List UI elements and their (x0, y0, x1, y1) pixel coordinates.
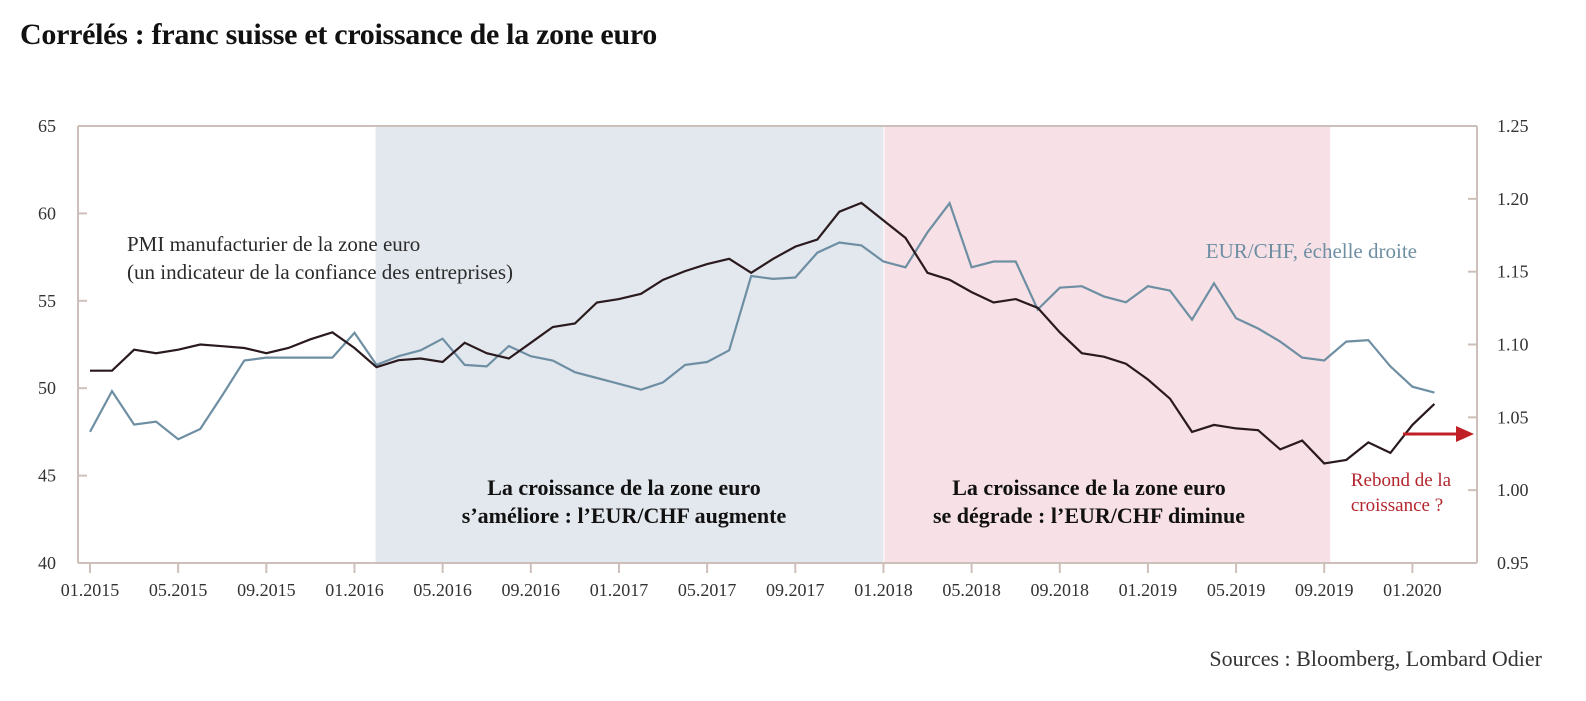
rebound-label-line2: croissance ? (1351, 495, 1443, 516)
right-tick-label: 1.20 (1497, 189, 1529, 209)
x-tick-label: 01.2016 (325, 580, 384, 600)
left-tick-label: 50 (38, 378, 56, 398)
x-tick-label: 01.2015 (61, 580, 120, 600)
pmi-label-line2: (un indicateur de la confiance des entre… (127, 260, 513, 284)
source-note: Sources : Bloomberg, Lombard Odier (1209, 646, 1542, 671)
eurchf-label: EUR/CHF, échelle droite (1206, 239, 1417, 263)
right-tick-label: 1.00 (1497, 480, 1529, 500)
x-tick-label: 05.2017 (678, 580, 737, 600)
right-tick-label: 1.15 (1497, 262, 1529, 282)
left-tick-label: 55 (38, 291, 56, 311)
right-tick-label: 1.10 (1497, 335, 1529, 355)
band-degrade-label-line1: La croissance de la zone euro (952, 475, 1226, 500)
right-tick-label: 1.25 (1497, 116, 1529, 136)
x-tick-label: 09.2017 (766, 580, 825, 600)
band-degrade-label-line2: se dégrade : l’EUR/CHF diminue (933, 503, 1245, 528)
eurchf-series-line (89, 200, 1435, 441)
right-tick-label: 1.05 (1497, 407, 1529, 427)
x-tick-label: 05.2016 (413, 580, 472, 600)
x-tick-label: 09.2018 (1031, 580, 1090, 600)
band-improvement (375, 126, 884, 563)
pmi-label-line1: PMI manufacturier de la zone euro (127, 232, 420, 256)
x-tick-label: 05.2019 (1207, 580, 1266, 600)
rebound-arrow-icon (1403, 426, 1474, 442)
band-improve-label-line2: s’améliore : l’EUR/CHF augmente (462, 503, 787, 528)
x-tick-label: 01.2020 (1383, 580, 1442, 600)
x-tick-label: 05.2015 (149, 580, 208, 600)
rebound-label-line1: Rebond de la (1351, 470, 1452, 491)
x-tick-label: 01.2018 (854, 580, 913, 600)
left-tick-label: 65 (38, 116, 56, 136)
left-tick-label: 40 (38, 553, 56, 573)
chart-title: Corrélés : franc suisse et croissance de… (20, 18, 658, 51)
axes: 65 60 55 50 45 40 1.25 1.20 1.15 1.10 1.05 1.00 0.95… (38, 116, 1529, 600)
x-tick-label: 09.2016 (502, 580, 561, 600)
x-tick-label: 01.2019 (1119, 580, 1178, 600)
band-improve-label-line1: La croissance de la zone euro (487, 475, 761, 500)
right-tick-label: 0.95 (1497, 553, 1529, 573)
left-tick-label: 45 (38, 466, 56, 486)
x-tick-label: 05.2018 (942, 580, 1001, 600)
x-tick-label: 09.2019 (1295, 580, 1354, 600)
left-tick-label: 60 (38, 203, 56, 223)
x-tick-label: 01.2017 (590, 580, 649, 600)
x-tick-label: 09.2015 (237, 580, 296, 600)
pmi-series-line (90, 201, 1436, 465)
band-degradation (884, 126, 1331, 563)
